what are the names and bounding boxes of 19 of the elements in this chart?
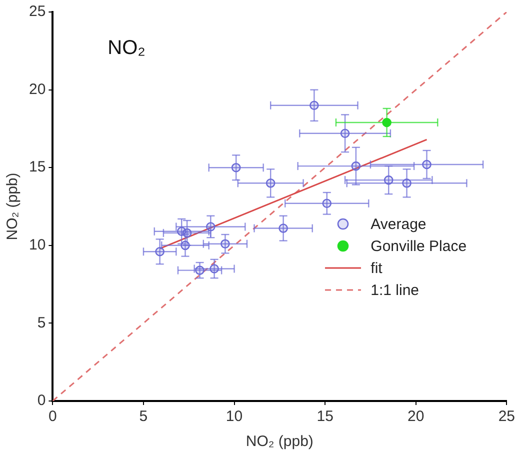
x-tick-label: 5: [139, 408, 148, 426]
y-tick-label: 0: [37, 392, 46, 410]
y-axis-title: NO₂ (ppb): [4, 172, 22, 240]
y-tick-label: 5: [37, 314, 46, 332]
x-tick-label: 10: [226, 408, 243, 426]
y-tick-label: 20: [28, 80, 46, 98]
x-tick-label: 25: [498, 408, 515, 426]
x-tick-label: 0: [48, 408, 57, 426]
x-axis-title: NO₂ (ppb): [246, 433, 314, 450]
y-tick-label: 25: [28, 3, 46, 20]
x-tick-label: 15: [316, 408, 334, 426]
x-tick-label: 20: [408, 408, 424, 426]
annotation: NO₂: [108, 37, 146, 60]
legend-label: Average: [370, 216, 426, 232]
legend-label: Gonville Place: [370, 238, 467, 254]
y-tick-label: 15: [28, 158, 46, 176]
y-tick-label: 10: [28, 236, 46, 254]
legend-label: 1:1 line: [370, 282, 420, 298]
legend-label: fit: [370, 260, 382, 276]
